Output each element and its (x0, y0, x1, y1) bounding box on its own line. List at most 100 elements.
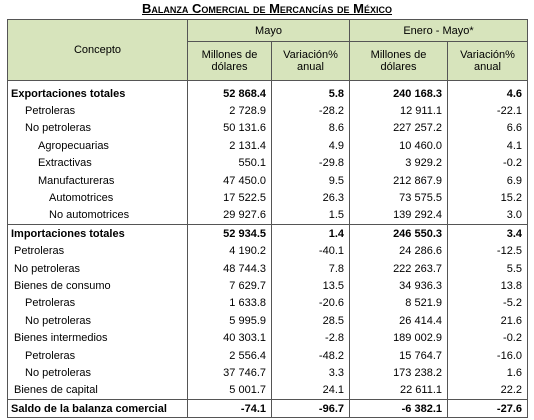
table-row: Manufactureras 47 450.0 9.5 212 867.9 6.9 (7, 171, 528, 190)
value-cell: -16.0 (447, 346, 528, 365)
value-cell: 26 414.4 (349, 312, 448, 330)
row-label: Agropecuarias (7, 137, 188, 155)
value-cell: -74.1 (187, 399, 272, 419)
value-cell: 246 550.3 (349, 224, 448, 243)
table-row: Exportaciones totales 52 868.4 5.8 240 168.… (7, 80, 528, 103)
value-cell: 37 746.7 (187, 364, 272, 382)
value-cell: 240 168.3 (349, 80, 448, 103)
value-cell: 3.4 (447, 224, 528, 243)
row-label: Bienes intermedios (7, 329, 188, 347)
row-label: Bienes de capital (7, 381, 188, 400)
value-cell: -48.2 (271, 346, 350, 365)
value-cell: 227 257.2 (349, 119, 448, 138)
value-cell: 24 286.6 (349, 242, 448, 260)
value-cell: -0.2 (447, 329, 528, 347)
row-label: No petroleras (7, 312, 188, 330)
table-row: Petroleras 4 190.2 -40.1 24 286.6 -12.5 (7, 242, 528, 260)
row-label: Petroleras (7, 242, 188, 260)
value-cell: -2.8 (271, 329, 350, 347)
value-cell: 6.6 (447, 119, 528, 138)
value-cell: 22 611.1 (349, 381, 448, 400)
value-cell: -27.6 (447, 399, 528, 419)
row-label: Importaciones totales (7, 224, 188, 243)
value-cell: 189 002.9 (349, 329, 448, 347)
value-cell: 139 292.4 (349, 206, 448, 225)
value-cell: 26.3 (271, 189, 350, 207)
table-row: Automotrices 17 522.5 26.3 73 575.5 15.2 (7, 189, 528, 207)
value-cell: 173 238.2 (349, 364, 448, 382)
value-cell: -22.1 (447, 102, 528, 120)
value-cell: 7.8 (271, 259, 350, 278)
table-row: Importaciones totales 52 934.5 1.4 246 550.… (7, 224, 528, 243)
value-cell: 1.4 (271, 224, 350, 243)
group-header: Enero - Mayo* (349, 19, 528, 42)
row-label: Saldo de la balanza comercial (7, 399, 188, 419)
row-label: Bienes de consumo (7, 277, 188, 295)
table-row: Bienes de capital 5 001.7 24.1 22 611.1 22.2 (7, 381, 528, 400)
value-cell: 29 927.6 (187, 206, 272, 225)
value-cell: 2 556.4 (187, 346, 272, 365)
value-cell: 50 131.6 (187, 119, 272, 138)
subheader: Millones de dólares (187, 41, 272, 81)
table-row: Petroleras 1 633.8 -20.6 8 521.9 -5.2 (7, 294, 528, 313)
value-cell: 2 728.9 (187, 102, 272, 120)
value-cell: 48 744.3 (187, 259, 272, 278)
value-cell: 8 521.9 (349, 294, 448, 313)
table-row: No petroleras 5 995.9 28.5 26 414.4 21.6 (7, 312, 528, 330)
value-cell: 34 936.3 (349, 277, 448, 295)
row-label: No petroleras (7, 259, 188, 278)
table-row: No petroleras 50 131.6 8.6 227 257.2 6.6 (7, 119, 528, 138)
value-cell: 5.5 (447, 259, 528, 278)
table-row: Bienes intermedios 40 303.1 -2.8 189 002.9-… (7, 329, 528, 347)
value-cell: -0.2 (447, 154, 528, 172)
value-cell: 52 934.5 (187, 224, 272, 243)
value-cell: 40 303.1 (187, 329, 272, 347)
value-cell: 47 450.0 (187, 171, 272, 190)
row-label: Exportaciones totales (7, 80, 188, 103)
header-cell: Concepto (7, 19, 188, 81)
value-cell: 1 633.8 (187, 294, 272, 313)
value-cell: 24.1 (271, 381, 350, 400)
value-cell: -28.2 (271, 102, 350, 120)
value-cell: 3.3 (271, 364, 350, 382)
value-cell: -29.8 (271, 154, 350, 172)
table-row: Saldo de la balanza comercial -74.1 -96.7-… (7, 399, 528, 419)
table-row: No petroleras 37 746.7 3.3 173 238.2 1.6 (7, 364, 528, 382)
value-cell: 7 629.7 (187, 277, 272, 295)
value-cell: 73 575.5 (349, 189, 448, 207)
value-cell: 1.6 (447, 364, 528, 382)
value-cell: 5.8 (271, 80, 350, 103)
value-cell: 3.0 (447, 206, 528, 225)
value-cell: 12 911.1 (349, 102, 448, 120)
value-cell: -40.1 (271, 242, 350, 260)
value-cell: 4.1 (447, 137, 528, 155)
row-label: Petroleras (7, 294, 188, 313)
value-cell: -20.6 (271, 294, 350, 313)
value-cell: 28.5 (271, 312, 350, 330)
value-cell: 17 522.5 (187, 189, 272, 207)
row-label: Petroleras (7, 102, 188, 120)
value-cell: -96.7 (271, 399, 350, 419)
value-cell: 15 764.7 (349, 346, 448, 365)
value-cell: 2 131.4 (187, 137, 272, 155)
table-row: Petroleras 2 556.4 -48.2 15 764.7 -16.0 (7, 346, 528, 365)
value-cell: -6 382.1 (349, 399, 448, 419)
value-cell: 4.6 (447, 80, 528, 103)
table-row: Extractivas 550.1 -29.8 3 929.2 -0.2 (7, 154, 528, 172)
row-label: Petroleras (7, 346, 188, 365)
value-cell: 3 929.2 (349, 154, 448, 172)
table-row: Agropecuarias 2 131.4 4.9 10 460.0 4.1 (7, 137, 528, 155)
value-cell: 13.5 (271, 277, 350, 295)
row-label: Extractivas (7, 154, 188, 172)
table-row: Petroleras 2 728.9 -28.2 12 911.1 -22.1 (7, 102, 528, 120)
table-row: No automotrices 29 927.6 1.5 139 292.4 3.0 (7, 206, 528, 225)
value-cell: 15.2 (447, 189, 528, 207)
value-cell: 5 001.7 (187, 381, 272, 400)
value-cell: 10 460.0 (349, 137, 448, 155)
value-cell: 9.5 (271, 171, 350, 190)
value-cell: 13.8 (447, 277, 528, 295)
value-cell: 4.9 (271, 137, 350, 155)
value-cell: 222 263.7 (349, 259, 448, 278)
row-label: No petroleras (7, 364, 188, 382)
